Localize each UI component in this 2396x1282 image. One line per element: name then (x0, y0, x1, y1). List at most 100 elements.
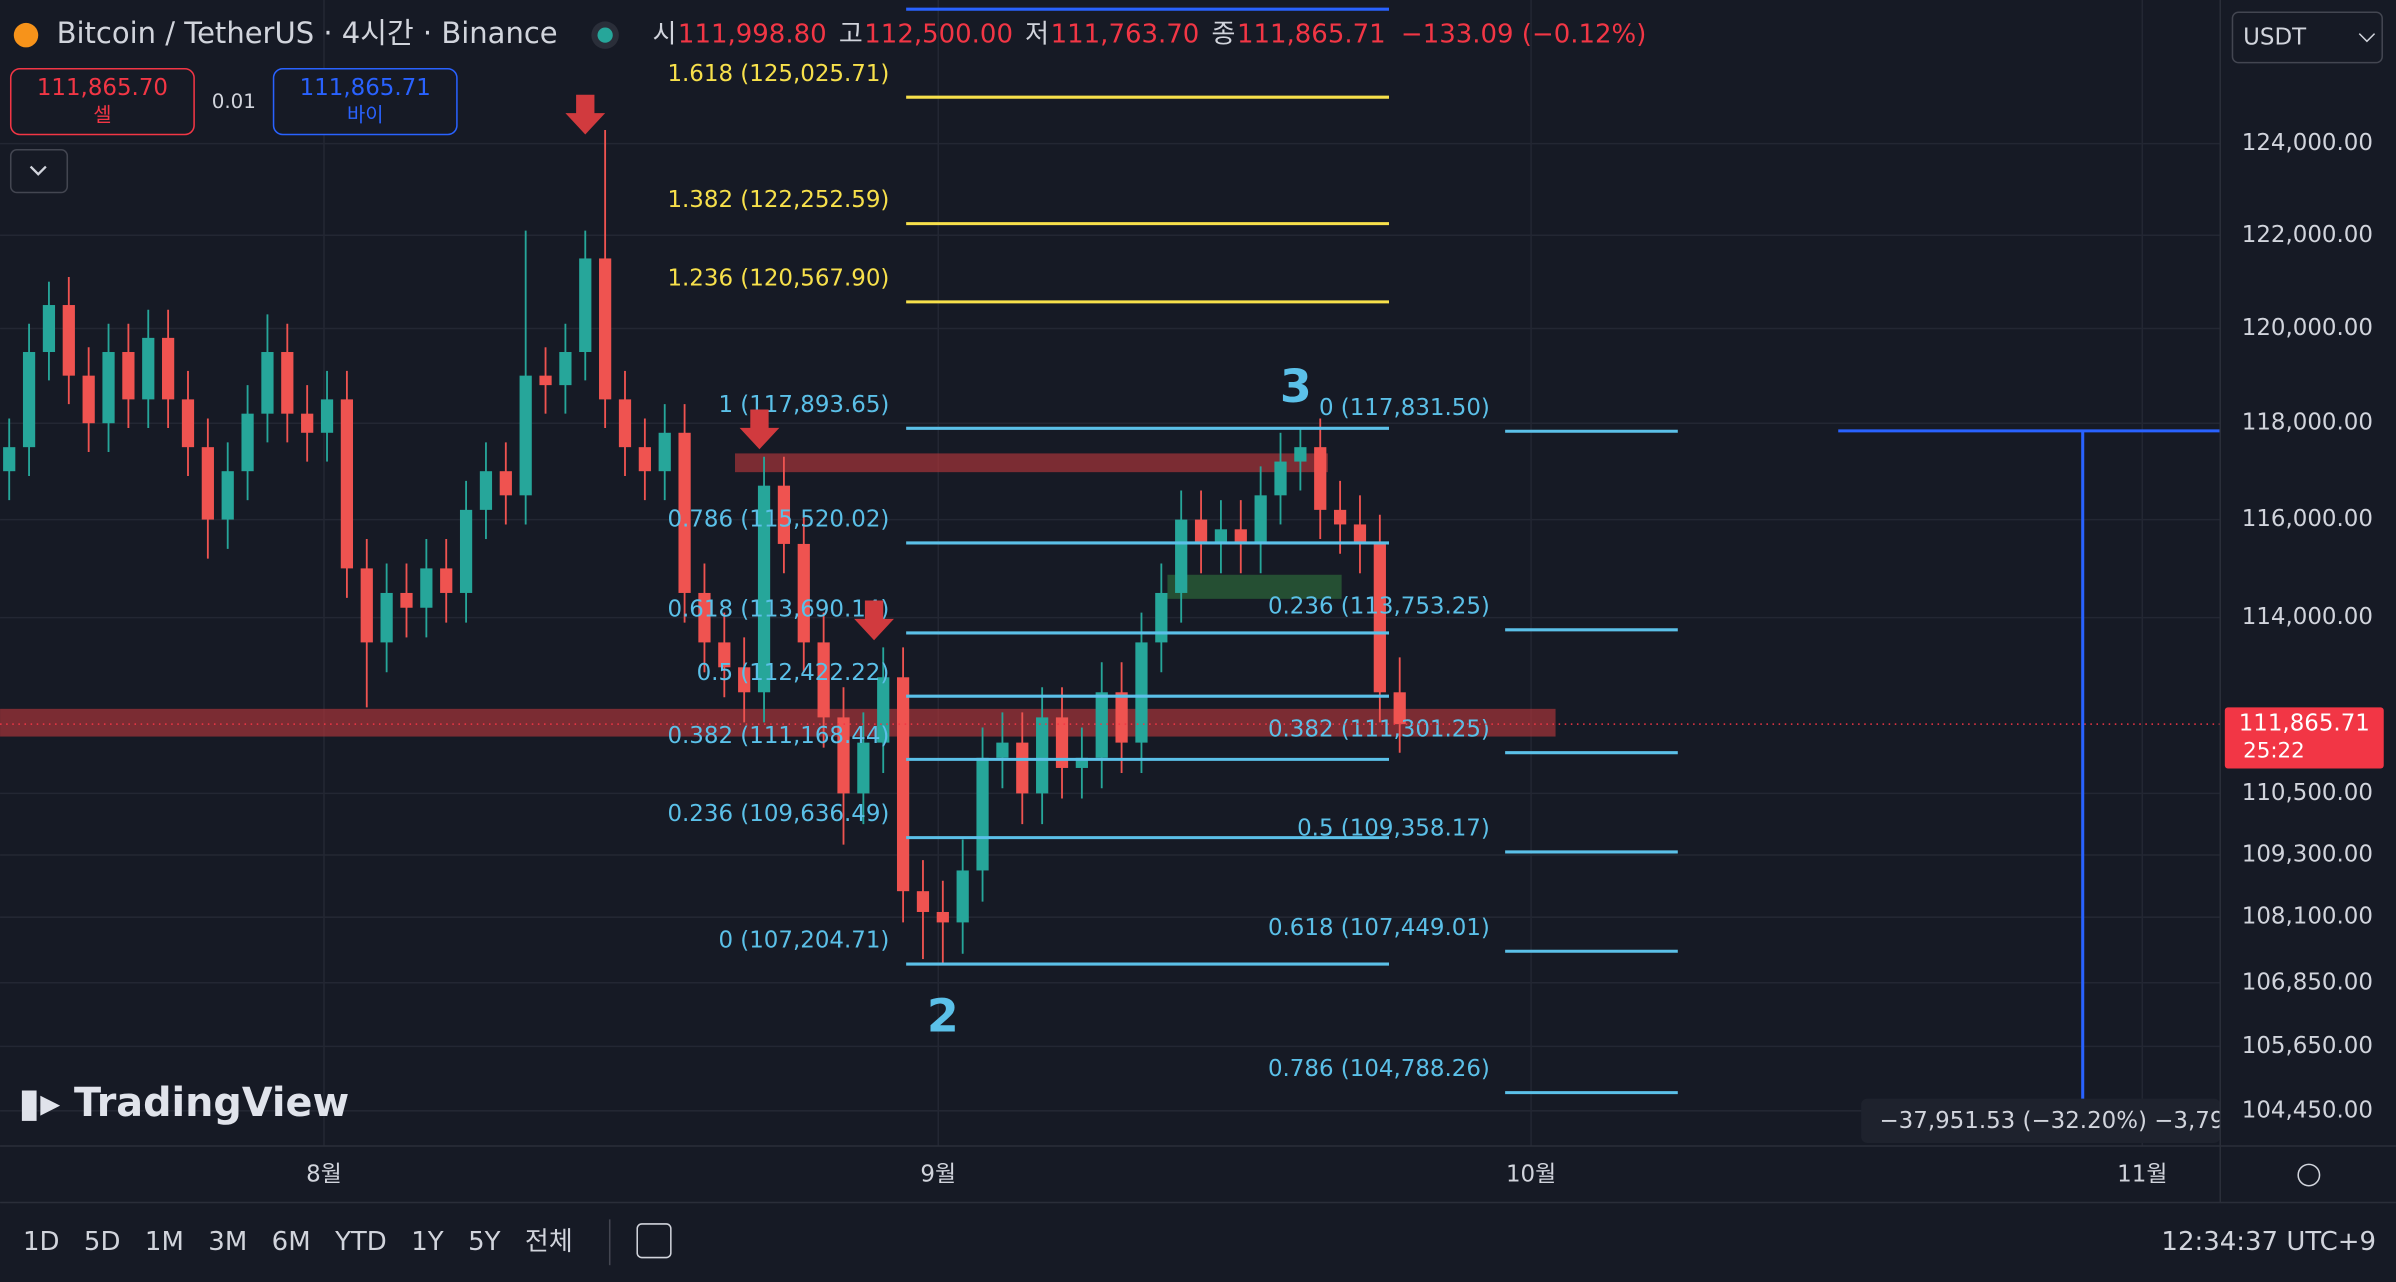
candle-body (797, 543, 810, 643)
candle-body (340, 399, 354, 569)
candle-body (1095, 692, 1108, 758)
arrow (854, 600, 894, 641)
candle-body (1353, 524, 1367, 544)
sell-price[interactable]: 111,865.70 (37, 75, 168, 101)
toolbar: 1D 5D 1M 3M 6M YTD 1Y 5Y 전체 (23, 1227, 573, 1257)
y-tick-label: 105,650.00 (2242, 1033, 2373, 1059)
fib-label: 0.618 (107,449.01) (1268, 915, 1490, 941)
candle-body (1234, 529, 1247, 544)
y-tick-label: 120,000.00 (2242, 315, 2373, 341)
candle-body (738, 667, 751, 693)
candle-body (1115, 692, 1128, 743)
sell-label[interactable]: 셀 (93, 104, 111, 127)
y-tick-label: 116,000.00 (2242, 506, 2373, 532)
candle-body (380, 592, 393, 643)
range-button[interactable]: 1M (145, 1227, 184, 1257)
candle-body (142, 337, 155, 400)
candle-body (181, 399, 195, 448)
y-tick-label: 124,000.00 (2242, 130, 2373, 156)
candle-body (936, 911, 949, 923)
candle-body (996, 742, 1009, 758)
fib-label: 0 (117,831.50) (1319, 395, 1490, 421)
symbol-title[interactable]: Bitcoin / TetherUS · 4시간 · Binance (57, 16, 558, 50)
range-button[interactable]: 1D (23, 1227, 60, 1257)
candle-body (221, 471, 234, 520)
settings-icon[interactable] (2297, 1163, 2321, 1187)
candle-body (3, 447, 16, 472)
sell-button[interactable] (9, 67, 195, 136)
candle-body (559, 352, 572, 386)
buy-price[interactable]: 111,865.71 (300, 75, 431, 101)
zone (0, 708, 1556, 737)
y-tick-label: 122,000.00 (2242, 222, 2373, 248)
candle-body (1314, 447, 1327, 510)
candle-body (499, 471, 512, 496)
ohlc: 시 111,998.80 고 112,500.00 저 111,763.70 종 111,86… (653, 20, 1647, 50)
zone (1167, 574, 1342, 599)
y-tick-label: 114,000.00 (2242, 604, 2373, 630)
fib-label: 0 (107,204.71) (718, 928, 889, 954)
buy-button[interactable] (272, 67, 458, 136)
range-button[interactable]: 3M (208, 1227, 247, 1257)
candle-body (916, 891, 930, 912)
fib-label: 1 (117,893.65) (718, 392, 889, 418)
collapse-button[interactable] (9, 148, 69, 194)
grid (0, 0, 2221, 1147)
buy-label[interactable]: 바이 (347, 104, 384, 127)
ohlc-key: 시 (653, 20, 677, 50)
ohlc-key: 종 (1212, 20, 1236, 50)
candle-body (1135, 642, 1148, 743)
candle-body (1055, 717, 1069, 768)
candle-body (1194, 519, 1208, 544)
candle-body (281, 352, 294, 414)
currency-select[interactable] (2231, 11, 2383, 64)
fib-label: 1.382 (122,252.59) (667, 187, 889, 213)
range-button[interactable]: 전체 (525, 1227, 573, 1257)
fib-label: 0.236 (113,753.25) (1268, 593, 1490, 619)
range-button[interactable]: 1Y (411, 1227, 444, 1257)
candle-body (539, 375, 552, 386)
candle-body (618, 399, 632, 448)
candle-body (301, 413, 314, 433)
candle-body (360, 568, 373, 643)
zone (735, 453, 1328, 473)
candle-body (1175, 519, 1188, 593)
currency-label[interactable]: USDT (2243, 25, 2307, 51)
countdown: 25:22 (2243, 739, 2305, 764)
range-button[interactable]: 5Y (468, 1227, 501, 1257)
candle-body (201, 447, 214, 520)
candle-body (1155, 592, 1168, 643)
range-button[interactable]: YTD (334, 1227, 387, 1257)
candle-body (1373, 543, 1386, 693)
y-tick-label: 118,000.00 (2242, 410, 2373, 436)
y-tick-label: 109,300.00 (2242, 841, 2373, 867)
ohlc-value: 111,998.80 (678, 20, 827, 50)
ohlc-value: 111,763.70 (1051, 20, 1200, 50)
clock: 12:34:37 UTC+9 (2161, 1227, 2376, 1257)
candle-body (678, 432, 691, 593)
candle-body (42, 305, 56, 353)
range-button[interactable]: 6M (272, 1227, 311, 1257)
ohlc-value: 112,500.00 (864, 20, 1013, 50)
wave-label: 3 (1280, 359, 1312, 413)
arrows (565, 94, 894, 641)
candle-body (1016, 742, 1029, 794)
candle-body (122, 352, 135, 400)
candle-body (599, 258, 612, 400)
candle-body (837, 717, 850, 794)
candle-body (1333, 509, 1347, 525)
fib-label: 1.236 (120,567.90) (667, 265, 889, 291)
fib-label: 1.618 (125,025.71) (667, 61, 889, 87)
ohlc-key: 고 (839, 20, 863, 50)
replay-icon[interactable] (636, 1223, 672, 1259)
x-tick-label: 8월 (306, 1162, 342, 1188)
candle-body (698, 592, 711, 643)
fib-label: 0.382 (111,168.44) (667, 723, 889, 749)
candle-body (400, 592, 413, 608)
candle-body (1075, 757, 1088, 768)
measure-box (1861, 1098, 2221, 1143)
range-button[interactable]: 5D (84, 1227, 121, 1257)
candle-body (261, 352, 274, 414)
